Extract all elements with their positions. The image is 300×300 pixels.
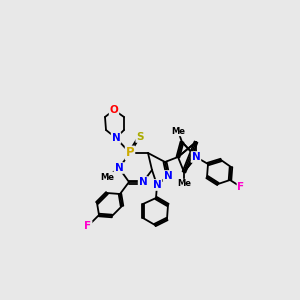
Text: N: N bbox=[112, 133, 120, 143]
Text: S: S bbox=[136, 132, 144, 142]
Text: N: N bbox=[139, 177, 147, 187]
Text: Me: Me bbox=[177, 179, 191, 188]
Text: N: N bbox=[153, 180, 161, 190]
Text: F: F bbox=[237, 182, 244, 192]
Text: Me: Me bbox=[171, 127, 185, 136]
Text: F: F bbox=[84, 221, 92, 231]
Text: O: O bbox=[110, 105, 118, 115]
Text: N: N bbox=[115, 163, 123, 173]
Text: N: N bbox=[164, 171, 172, 181]
Text: N: N bbox=[192, 152, 200, 162]
Text: Me: Me bbox=[100, 172, 114, 182]
Text: P: P bbox=[126, 146, 134, 160]
